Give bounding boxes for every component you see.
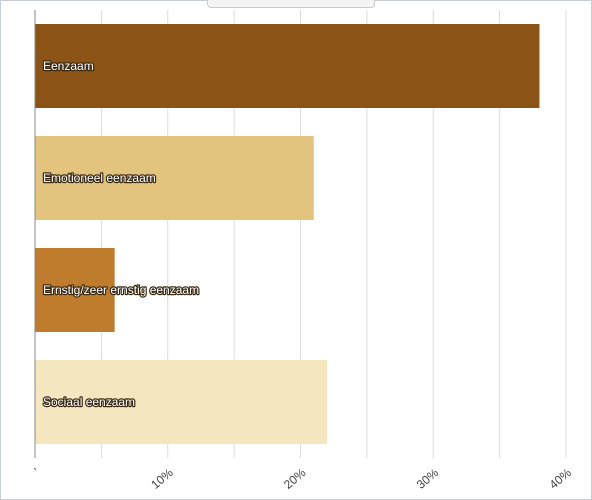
bars: Eenzaam Emotioneel eenzaam Ernstig/zeer er…	[35, 24, 540, 444]
bar-ernstig-zeer-ernstig-eenzaam[interactable]	[35, 248, 115, 332]
bar-label-sociaal-eenzaam: Sociaal eenzaam	[43, 395, 135, 409]
x-axis-ticks: ʼ 10% 20% 30% 40%	[32, 465, 574, 491]
panel-tab[interactable]	[207, 0, 375, 8]
x-tick-label-20: 20%	[281, 465, 309, 491]
bar-emotioneel-eenzaam[interactable]	[35, 136, 314, 220]
x-tick-label-10: 10%	[148, 465, 176, 491]
bar-label-eenzaam: Eenzaam	[43, 59, 94, 73]
bar-label-ernstig-zeer-ernstig-eenzaam: Ernstig/zeer ernstig eenzaam	[43, 283, 199, 297]
x-tick-label-40: 40%	[547, 465, 575, 491]
x-tick-label-0: ʼ	[32, 466, 43, 478]
x-tick-label-30: 30%	[414, 465, 442, 491]
bar-sociaal-eenzaam[interactable]	[35, 360, 328, 444]
bar-label-emotioneel-eenzaam: Emotioneel eenzaam	[43, 171, 156, 185]
bar-eenzaam[interactable]	[35, 24, 540, 108]
